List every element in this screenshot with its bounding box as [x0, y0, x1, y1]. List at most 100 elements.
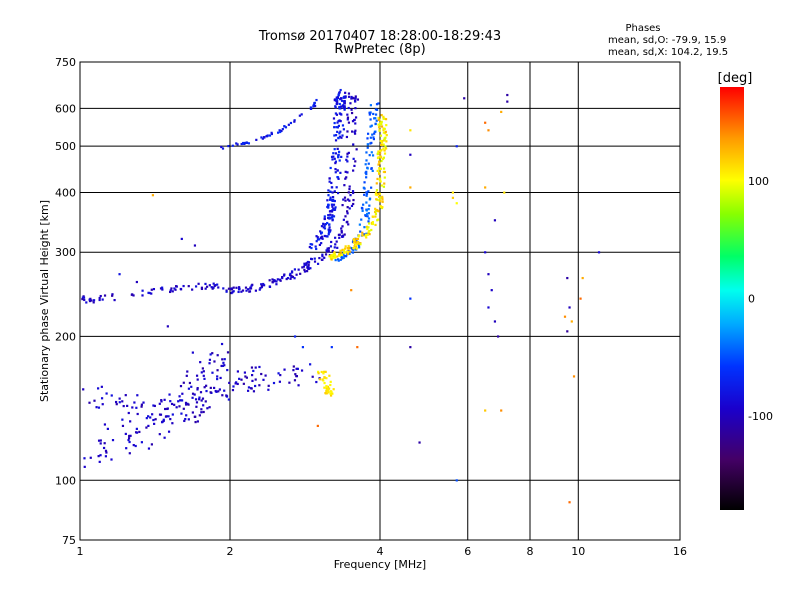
echo-point — [572, 375, 576, 378]
echo-point — [352, 143, 355, 146]
echo-point — [376, 177, 379, 181]
echo-point — [315, 247, 318, 251]
echo-point — [282, 274, 286, 277]
echo-point — [197, 282, 200, 285]
echo-point — [166, 325, 169, 328]
echo-point — [181, 392, 184, 395]
echo-point — [375, 108, 379, 111]
echo-point — [351, 190, 355, 193]
echo-point — [369, 136, 372, 139]
info-line-o: mean, sd,O: -79.9, 15.9 — [608, 35, 726, 46]
echo-point — [194, 420, 197, 424]
echo-point — [374, 130, 377, 133]
echo-point — [342, 198, 345, 201]
echo-point — [345, 135, 349, 139]
echo-point — [346, 155, 349, 158]
echo-point — [205, 384, 208, 387]
echo-point — [248, 290, 251, 293]
echo-point — [152, 287, 156, 291]
echo-point — [237, 290, 240, 294]
echo-point — [374, 122, 377, 126]
echo-point — [102, 446, 106, 450]
echo-point — [335, 186, 338, 189]
echo-point — [82, 295, 85, 298]
echo-point — [463, 97, 466, 100]
echo-point — [168, 393, 171, 396]
echo-point — [383, 176, 386, 179]
echo-point — [323, 234, 326, 238]
echo-point — [329, 245, 333, 248]
echo-point — [286, 276, 290, 280]
echo-point — [568, 501, 571, 504]
echo-point — [297, 384, 300, 387]
echo-point — [97, 406, 101, 409]
echo-point — [300, 369, 304, 372]
echo-point — [281, 276, 284, 280]
echo-point — [132, 443, 135, 447]
echo-point — [331, 195, 335, 199]
echo-point — [352, 198, 355, 202]
echo-point — [336, 191, 340, 195]
echo-point — [177, 400, 180, 403]
echo-point — [187, 418, 190, 421]
echo-point — [320, 231, 324, 234]
echo-point — [323, 376, 326, 379]
echo-point — [200, 408, 203, 411]
echo-point — [348, 199, 351, 202]
echo-point — [347, 223, 350, 226]
echo-point — [319, 230, 322, 233]
echo-point — [222, 361, 225, 364]
echo-point — [332, 388, 335, 391]
echo-point — [333, 254, 336, 257]
echo-point — [353, 131, 356, 134]
echo-point — [325, 250, 329, 253]
echo-point — [373, 132, 376, 135]
echo-point — [206, 407, 209, 410]
echo-point — [332, 155, 335, 158]
echo-point — [216, 375, 219, 378]
echo-point — [187, 285, 190, 288]
x-axis-ticks: 1 2 4 6 8 10 16 — [77, 545, 688, 558]
echo-point — [279, 279, 282, 282]
echo-point — [339, 97, 343, 100]
echo-point — [367, 212, 370, 215]
echo-point — [363, 193, 366, 196]
echo-point — [101, 403, 104, 406]
echo-point — [324, 223, 327, 226]
echo-point — [334, 161, 337, 165]
echo-point — [329, 166, 332, 170]
echo-point — [310, 243, 314, 246]
echo-point — [131, 406, 134, 409]
echo-point — [247, 288, 250, 291]
echo-point — [455, 202, 458, 205]
echo-point — [377, 118, 381, 122]
echo-point — [383, 127, 386, 130]
echo-point — [281, 127, 284, 131]
echo-point — [350, 111, 354, 115]
echo-point — [142, 401, 145, 404]
echo-point — [361, 231, 364, 234]
echo-point — [111, 438, 115, 442]
echo-point — [339, 88, 342, 92]
echo-point — [121, 418, 124, 421]
echo-point — [354, 95, 357, 98]
echo-point — [337, 253, 341, 256]
echo-point — [352, 169, 355, 172]
echo-point — [351, 120, 355, 123]
echo-point — [127, 438, 130, 442]
echo-point — [484, 251, 487, 254]
echo-point — [213, 386, 216, 390]
echo-point — [374, 215, 377, 218]
echo-point — [323, 217, 326, 221]
echo-point — [379, 167, 383, 170]
echo-point — [362, 203, 365, 206]
echo-point — [378, 152, 382, 155]
echo-point — [163, 436, 166, 439]
echo-point — [188, 381, 192, 385]
echo-point — [378, 160, 381, 163]
echo-point — [271, 278, 274, 281]
echo-point — [228, 381, 231, 384]
echo-point — [365, 232, 368, 235]
echo-point — [346, 171, 349, 174]
echo-point — [283, 368, 286, 371]
